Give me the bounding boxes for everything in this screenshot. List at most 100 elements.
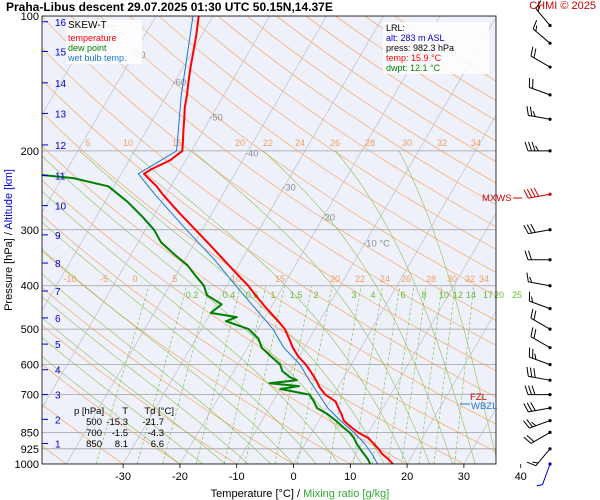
altitude-tick-label: 9 <box>55 231 61 242</box>
legend-title: SKEW-T <box>68 20 107 31</box>
mixing-ratio-label: 1 <box>270 290 275 300</box>
wind-barb-point <box>548 327 552 331</box>
wind-barb <box>526 447 552 467</box>
wind-barb <box>526 272 552 288</box>
altitude-tick-label: 6 <box>55 314 61 325</box>
wind-barb <box>528 77 552 97</box>
wind-barb-feather <box>531 421 537 427</box>
isotherm-label: -60 <box>172 78 186 89</box>
dry-adiabat-line <box>129 16 496 273</box>
wind-barb-point <box>548 307 552 311</box>
pressure-tick-label: 300 <box>21 225 39 237</box>
altitude-tick-label: 11 <box>55 171 66 182</box>
mixing-ratio-lines <box>95 285 475 464</box>
dry-adiabat-line <box>217 16 496 206</box>
wind-barb-feather <box>526 105 529 116</box>
mixing-ratio-label: 20 <box>494 290 504 300</box>
table-header-t: T <box>122 406 128 417</box>
wind-barb <box>528 291 552 311</box>
dry-adiabat-line <box>188 16 496 228</box>
wind-barb-feather <box>524 141 529 152</box>
temperature-tick-label: -30 <box>115 471 131 483</box>
wind-barb-point <box>548 418 552 423</box>
mixing-ratio-line <box>95 285 150 464</box>
wind-barb <box>535 0 552 28</box>
wind-barb-feather <box>535 145 539 152</box>
altitude-tick-label: 12 <box>55 141 67 152</box>
table-cell: 6.6 <box>150 439 164 450</box>
wind-barb-feather <box>530 402 536 411</box>
wind-barb-feather <box>526 461 537 467</box>
mixing-ratio-label: 3 <box>351 290 356 300</box>
mixing-ratio-line <box>387 285 415 464</box>
mixing-ratio-line <box>223 285 267 464</box>
temperature-tick-label: -10 <box>229 471 245 483</box>
wbzl-label: WBZL <box>471 401 497 412</box>
temperature-tick-label: -20 <box>172 471 188 483</box>
wind-barb-point <box>548 23 552 28</box>
lrl-alt: alt: 283 m ASL <box>386 33 445 43</box>
theta-label: 20 <box>235 138 245 148</box>
wind-barb-feather <box>529 276 533 283</box>
isotherm-line <box>42 16 100 116</box>
wind-barb-staff <box>529 356 551 366</box>
wind-barb-feather <box>530 308 534 319</box>
isotherm-line <box>349 212 496 464</box>
legend: SKEW-T temperature dew point wet bulb te… <box>66 20 142 64</box>
theta-label: 26 <box>330 138 340 148</box>
temperature-tick-label: 20 <box>401 471 413 483</box>
wind-barb-feather <box>526 402 533 412</box>
theta-label: 22 <box>355 274 365 284</box>
isobars <box>42 16 496 464</box>
theta-label: 0 <box>132 274 137 284</box>
wind-barb-feather <box>536 484 543 487</box>
theta-label: 10 <box>231 274 241 284</box>
mixing-ratio-line <box>296 285 333 464</box>
wind-barb-feather <box>523 403 529 413</box>
wind-barb-point <box>548 406 552 410</box>
wind-barb <box>536 462 552 487</box>
wind-barb <box>523 402 552 413</box>
wind-barb-feather <box>533 48 537 58</box>
wind-barb-feather <box>533 329 537 339</box>
wind-barb-staff <box>530 336 551 349</box>
pressure-tick-label: 200 <box>21 146 39 158</box>
sounding-series <box>42 16 394 464</box>
wind-barb <box>526 366 552 382</box>
theta-label: 30 <box>447 274 457 284</box>
theta-label: 28 <box>365 138 375 148</box>
pressure-tick-label: 925 <box>21 444 39 456</box>
wind-barb-point <box>548 93 552 97</box>
isotherm-line <box>42 16 214 311</box>
wind-barb <box>532 20 552 45</box>
wind-barb-feather <box>523 436 532 444</box>
wind-barb-feather <box>532 20 538 30</box>
isotherm-label: -20 <box>321 212 335 223</box>
altitude-tick-label: 8 <box>55 259 61 270</box>
legend-item-temperature: temperature <box>68 33 117 43</box>
wind-barb-feather <box>528 250 532 260</box>
y-axis-title: Pressure [hPa] / Altitude [km] <box>3 169 15 311</box>
wind-barb-staff <box>528 281 551 287</box>
pressure-tick-label: 400 <box>21 281 39 293</box>
theta-label: 32 <box>437 138 447 148</box>
mixing-ratio-label: 1.5 <box>290 290 303 300</box>
isotherm-line <box>293 114 496 464</box>
plot-frame <box>41 15 497 465</box>
table-cell: -4.3 <box>147 428 164 439</box>
wind-barb-point <box>548 149 552 153</box>
mixing-ratio-label: 0.6 <box>246 290 259 300</box>
wind-barb <box>530 308 552 331</box>
mixing-ratio-label: 8 <box>421 290 426 300</box>
wind-barb-feather <box>535 0 542 9</box>
wind-barb-feather <box>530 46 534 57</box>
wind-barb-feather <box>526 434 535 443</box>
wind-barb-point <box>548 430 552 434</box>
level-table-header: p [hPa] T Td [°C] <box>74 406 174 417</box>
wind-barb-staff <box>528 229 551 235</box>
wind-barb <box>530 327 552 350</box>
wind-barb-point <box>548 346 552 350</box>
wind-barb <box>523 430 552 444</box>
